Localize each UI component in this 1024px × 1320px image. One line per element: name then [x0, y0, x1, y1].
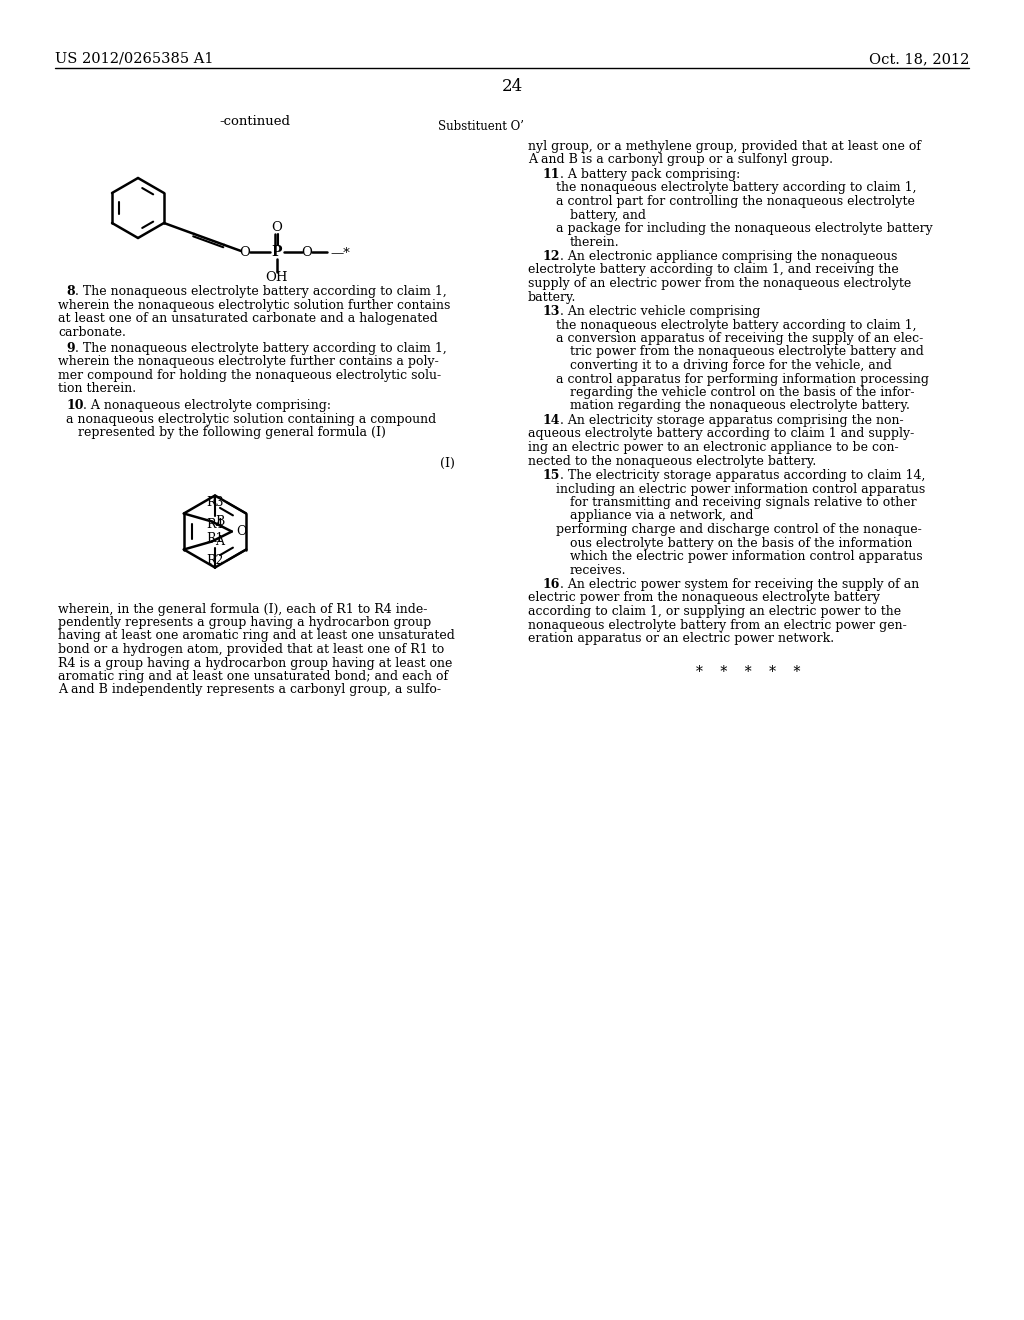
Text: at least one of an unsaturated carbonate and a halogenated: at least one of an unsaturated carbonate…: [58, 312, 437, 325]
Text: according to claim 1, or supplying an electric power to the: according to claim 1, or supplying an el…: [528, 605, 901, 618]
Text: . A nonaqueous electrolyte comprising:: . A nonaqueous electrolyte comprising:: [83, 399, 331, 412]
Text: nected to the nonaqueous electrolyte battery.: nected to the nonaqueous electrolyte bat…: [528, 454, 816, 467]
Text: A and B is a carbonyl group or a sulfonyl group.: A and B is a carbonyl group or a sulfony…: [528, 153, 833, 166]
Text: R1: R1: [206, 532, 224, 544]
Text: A and B independently represents a carbonyl group, a sulfo-: A and B independently represents a carbo…: [58, 684, 441, 697]
Text: regarding the vehicle control on the basis of the infor-: regarding the vehicle control on the bas…: [570, 385, 914, 399]
Text: ous electrolyte battery on the basis of the information: ous electrolyte battery on the basis of …: [570, 536, 912, 549]
Text: nyl group, or a methylene group, provided that at least one of: nyl group, or a methylene group, provide…: [528, 140, 921, 153]
Text: wherein the nonaqueous electrolytic solution further contains: wherein the nonaqueous electrolytic solu…: [58, 298, 451, 312]
Text: wherein, in the general formula (I), each of R1 to R4 inde-: wherein, in the general formula (I), eac…: [58, 602, 427, 615]
Text: electrolyte battery according to claim 1, and receiving the: electrolyte battery according to claim 1…: [528, 264, 899, 276]
Text: appliance via a network, and: appliance via a network, and: [570, 510, 754, 523]
Text: 12: 12: [542, 249, 559, 263]
Text: OH: OH: [265, 271, 288, 284]
Text: US 2012/0265385 A1: US 2012/0265385 A1: [55, 51, 213, 66]
Text: aromatic ring and at least one unsaturated bond; and each of: aromatic ring and at least one unsaturat…: [58, 671, 449, 682]
Text: *    *    *    *    *: * * * * *: [696, 665, 800, 680]
Text: R2: R2: [207, 554, 224, 568]
Text: 14: 14: [542, 414, 559, 426]
Text: eration apparatus or an electric power network.: eration apparatus or an electric power n…: [528, 632, 835, 645]
Text: . An electronic appliance comprising the nonaqueous: . An electronic appliance comprising the…: [560, 249, 897, 263]
Text: 8: 8: [66, 285, 75, 298]
Text: mer compound for holding the nonaqueous electrolytic solu-: mer compound for holding the nonaqueous …: [58, 370, 441, 381]
Text: which the electric power information control apparatus: which the electric power information con…: [570, 550, 923, 564]
Text: R3: R3: [207, 496, 224, 510]
Text: aqueous electrolyte battery according to claim 1 and supply-: aqueous electrolyte battery according to…: [528, 428, 914, 441]
Text: wherein the nonaqueous electrolyte further contains a poly-: wherein the nonaqueous electrolyte furth…: [58, 355, 438, 368]
Text: battery.: battery.: [528, 290, 577, 304]
Text: a conversion apparatus of receiving the supply of an elec-: a conversion apparatus of receiving the …: [556, 333, 924, 345]
Text: R4 is a group having a hydrocarbon group having at least one: R4 is a group having a hydrocarbon group…: [58, 656, 453, 669]
Text: O: O: [240, 246, 250, 259]
Text: represented by the following general formula (I): represented by the following general for…: [78, 426, 386, 440]
Text: P: P: [271, 246, 282, 260]
Text: a control apparatus for performing information processing: a control apparatus for performing infor…: [556, 372, 929, 385]
Text: . The nonaqueous electrolyte battery according to claim 1,: . The nonaqueous electrolyte battery acc…: [75, 285, 446, 298]
Text: 11: 11: [542, 168, 559, 181]
Text: performing charge and discharge control of the nonaque-: performing charge and discharge control …: [556, 523, 922, 536]
Text: the nonaqueous electrolyte battery according to claim 1,: the nonaqueous electrolyte battery accor…: [556, 318, 916, 331]
Text: mation regarding the nonaqueous electrolyte battery.: mation regarding the nonaqueous electrol…: [570, 400, 910, 412]
Text: . An electric vehicle comprising: . An electric vehicle comprising: [560, 305, 761, 318]
Text: . An electric power system for receiving the supply of an: . An electric power system for receiving…: [560, 578, 920, 591]
Text: electric power from the nonaqueous electrolyte battery: electric power from the nonaqueous elect…: [528, 591, 880, 605]
Text: carbonate.: carbonate.: [58, 326, 126, 338]
Text: bond or a hydrogen atom, provided that at least one of R1 to: bond or a hydrogen atom, provided that a…: [58, 643, 444, 656]
Text: R4: R4: [206, 519, 224, 532]
Text: converting it to a driving force for the vehicle, and: converting it to a driving force for the…: [570, 359, 892, 372]
Text: A: A: [215, 535, 224, 548]
Text: O: O: [301, 246, 312, 259]
Text: including an electric power information control apparatus: including an electric power information …: [556, 483, 926, 495]
Text: receives.: receives.: [570, 564, 627, 577]
Text: 9: 9: [66, 342, 75, 355]
Text: therein.: therein.: [570, 235, 620, 248]
Text: Substituent O’: Substituent O’: [438, 120, 524, 133]
Text: 24: 24: [502, 78, 522, 95]
Text: having at least one aromatic ring and at least one unsaturated: having at least one aromatic ring and at…: [58, 630, 455, 643]
Text: . An electricity storage apparatus comprising the non-: . An electricity storage apparatus compr…: [560, 414, 903, 426]
Text: 13: 13: [542, 305, 559, 318]
Text: . A battery pack comprising:: . A battery pack comprising:: [560, 168, 740, 181]
Text: 15: 15: [542, 469, 559, 482]
Text: a package for including the nonaqueous electrolyte battery: a package for including the nonaqueous e…: [556, 222, 933, 235]
Text: (I): (I): [440, 457, 455, 470]
Text: O: O: [236, 525, 246, 539]
Text: 10: 10: [66, 399, 84, 412]
Text: —*: —*: [331, 246, 350, 259]
Text: tion therein.: tion therein.: [58, 383, 136, 396]
Text: . The nonaqueous electrolyte battery according to claim 1,: . The nonaqueous electrolyte battery acc…: [75, 342, 446, 355]
Text: Oct. 18, 2012: Oct. 18, 2012: [868, 51, 969, 66]
Text: a control part for controlling the nonaqueous electrolyte: a control part for controlling the nonaq…: [556, 195, 914, 209]
Text: supply of an electric power from the nonaqueous electrolyte: supply of an electric power from the non…: [528, 277, 911, 290]
Text: O: O: [271, 220, 283, 234]
Text: ing an electric power to an electronic appliance to be con-: ing an electric power to an electronic a…: [528, 441, 899, 454]
Text: the nonaqueous electrolyte battery according to claim 1,: the nonaqueous electrolyte battery accor…: [556, 181, 916, 194]
Text: nonaqueous electrolyte battery from an electric power gen-: nonaqueous electrolyte battery from an e…: [528, 619, 906, 631]
Text: B: B: [215, 515, 224, 528]
Text: battery, and: battery, and: [570, 209, 646, 222]
Text: -continued: -continued: [219, 115, 291, 128]
Text: pendently represents a group having a hydrocarbon group: pendently represents a group having a hy…: [58, 616, 431, 630]
Text: a nonaqueous electrolytic solution containing a compound: a nonaqueous electrolytic solution conta…: [66, 412, 436, 425]
Text: for transmitting and receiving signals relative to other: for transmitting and receiving signals r…: [570, 496, 916, 510]
Text: tric power from the nonaqueous electrolyte battery and: tric power from the nonaqueous electroly…: [570, 346, 924, 359]
Text: 16: 16: [542, 578, 559, 591]
Text: . The electricity storage apparatus according to claim 14,: . The electricity storage apparatus acco…: [560, 469, 926, 482]
